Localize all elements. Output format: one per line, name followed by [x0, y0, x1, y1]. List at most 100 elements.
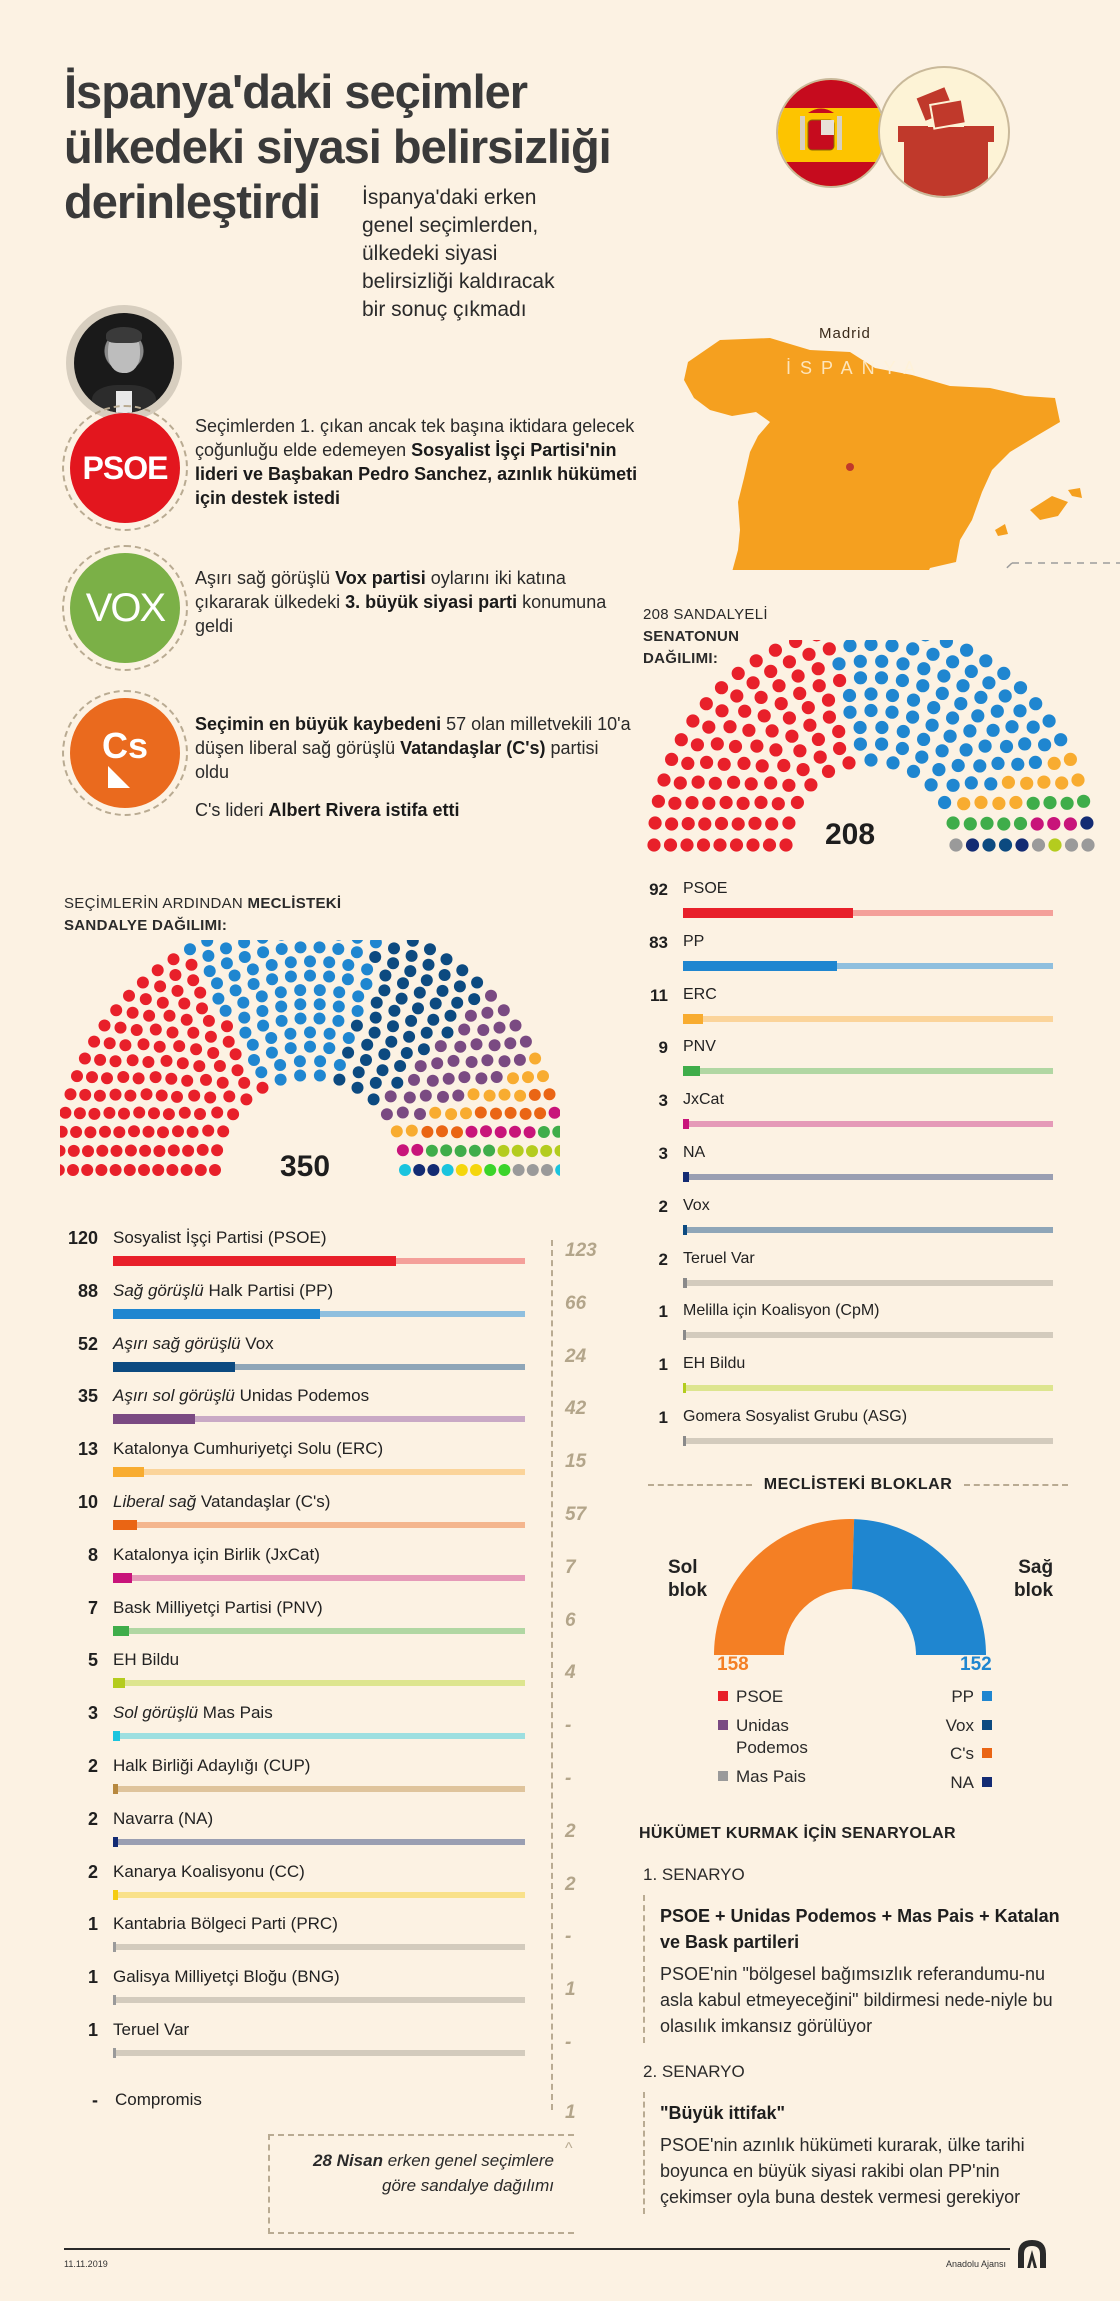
previous-seats: 2: [565, 1873, 576, 1895]
seat-dot: [939, 640, 953, 649]
seat-dot: [1009, 795, 1023, 810]
seat-dot: [992, 796, 1006, 810]
seat-dot: [460, 1107, 472, 1120]
party-name: Teruel Var: [113, 2020, 190, 2039]
capital-label: Madrid: [819, 325, 871, 342]
seat-dot: [748, 816, 762, 830]
seat-dot: [1015, 838, 1029, 852]
seat-dot: [294, 941, 307, 954]
seat-dot: [555, 1164, 560, 1176]
seat-dot: [512, 1164, 525, 1176]
seat-dot: [128, 1125, 140, 1138]
party-name: PSOE: [683, 880, 728, 897]
seat-dot: [917, 662, 931, 676]
seat-dot: [917, 732, 931, 746]
blocs-title: MECLİSTEKİ BLOKLAR: [763, 1476, 953, 1493]
seat-dot: [690, 738, 704, 752]
right-bloc-label: Sağ blok: [1014, 1556, 1053, 1602]
seat-dot: [246, 963, 259, 976]
seat-dot: [123, 989, 135, 1002]
vox-logo: VOX: [62, 545, 188, 671]
seat-dot: [342, 1032, 355, 1044]
party-seats: 1: [87, 2020, 98, 2040]
legend-item: Mas Pais: [718, 1766, 828, 1788]
info-text: Aşırı sağ görüşlü: [195, 568, 336, 588]
left-bloc-arc: [714, 1519, 855, 1655]
seat-dot: [1048, 838, 1062, 852]
seat-dot: [686, 714, 700, 728]
party-name: Melilla için Koalisyon (CpM): [683, 1302, 880, 1320]
seat-dot: [130, 1024, 143, 1036]
seat-dot: [160, 1054, 173, 1067]
info-bold: Seçimin en büyük kaybedeni: [195, 714, 442, 734]
seat-dot: [88, 1035, 101, 1048]
legend-item: PSOE: [718, 1686, 828, 1708]
seat-dot: [949, 838, 963, 852]
seat-dot: [651, 794, 665, 808]
note-bold: 28 Nisan: [313, 2151, 383, 2170]
seat-dot: [526, 1145, 538, 1158]
seat-dot: [932, 763, 946, 777]
seat-dot: [774, 697, 788, 711]
party-seats: 8: [87, 1544, 98, 1565]
seat-dot: [304, 1040, 316, 1053]
seat-dot: [169, 969, 182, 981]
seat-dot: [341, 973, 354, 986]
party-seats: 3: [87, 1703, 98, 1724]
seat-bar-track: [113, 1467, 525, 1478]
seat-dot: [176, 1057, 189, 1070]
seat-dot: [394, 1060, 407, 1072]
party-name: Compromis: [115, 2090, 202, 2109]
seat-dot: [427, 1013, 440, 1026]
party-seats: 88: [77, 1280, 98, 1301]
seat-dot: [110, 1144, 123, 1157]
vox-info: Aşırı sağ görüşlü Vox partisi oylarını i…: [195, 566, 635, 638]
seat-dot: [380, 1108, 393, 1121]
seat-dot: [723, 720, 737, 734]
seat-dot: [221, 1020, 233, 1033]
seat-dot: [744, 777, 758, 791]
seat-dot: [202, 949, 215, 962]
seat-dot: [1063, 752, 1077, 766]
party-seats: 2: [658, 1249, 668, 1269]
legend-swatch: [982, 1719, 992, 1730]
seat-dot: [378, 1048, 391, 1061]
info-text: konumuna geldi: [195, 592, 607, 636]
seat-dot: [219, 1004, 232, 1017]
seat-bar-track: [113, 2048, 525, 2058]
seat-dot: [246, 1038, 259, 1051]
seat-dot: [313, 984, 326, 997]
seat-dot: [543, 1088, 556, 1101]
seat-dot: [853, 737, 867, 751]
seat-dot: [991, 756, 1005, 770]
seat-dot: [681, 756, 695, 770]
seat-dot: [60, 1144, 66, 1157]
seat-dot: [137, 1038, 150, 1051]
seat-dot: [762, 838, 777, 852]
seat-dot: [853, 671, 868, 685]
seat-dot: [139, 993, 152, 1006]
seat-dot: [665, 817, 679, 831]
seat-dot: [313, 1012, 326, 1025]
seat-dot: [227, 1108, 240, 1121]
seat-dot: [419, 1089, 432, 1102]
seat-dot: [202, 1014, 215, 1027]
seat-bar-fill: [683, 1066, 700, 1077]
seat-dot: [351, 940, 363, 944]
seat-dot: [274, 986, 287, 999]
previous-seats: -: [565, 2032, 572, 2053]
seat-dot: [979, 654, 993, 668]
seat-dot: [255, 1066, 268, 1079]
party-seats: 3: [658, 1091, 668, 1111]
seat-dot: [139, 1144, 152, 1157]
seat-dot: [229, 984, 242, 997]
subtitle: İspanya'daki erken genel seçimlerden, ül…: [362, 184, 622, 324]
seat-dot: [387, 957, 400, 970]
seat-dot: [657, 773, 671, 787]
seat-dot: [896, 724, 910, 739]
previous-seats: 7: [565, 1556, 576, 1578]
bloc-label-line: blok: [1014, 1580, 1054, 1601]
seat-bar-track: [683, 1330, 1053, 1341]
previous-seats: 24: [565, 1345, 587, 1367]
seat-dot: [342, 1046, 355, 1059]
